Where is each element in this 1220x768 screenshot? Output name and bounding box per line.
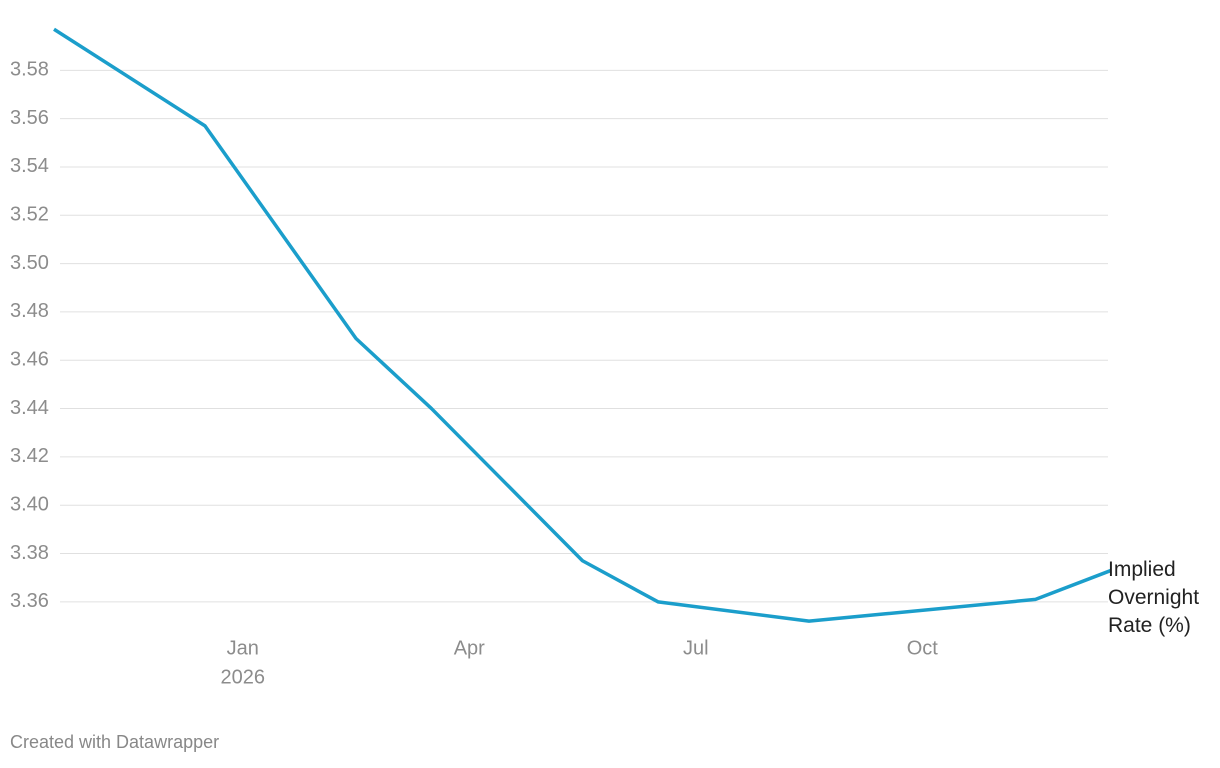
- y-tick-label: 3.38: [10, 542, 49, 564]
- footer: Created with Datawrapper: [10, 732, 220, 752]
- y-tick-label: 3.40: [10, 493, 49, 515]
- x-tick-year: 2026: [221, 666, 266, 688]
- x-tick-label: Jan: [227, 637, 259, 659]
- y-tick-label: 3.54: [10, 155, 49, 177]
- line: [53, 27, 1112, 623]
- x-tick-label: Apr: [454, 637, 485, 659]
- y-tick-label: 3.48: [10, 300, 49, 322]
- y-tick-label: 3.44: [10, 397, 49, 419]
- y-tick-label: 3.50: [10, 252, 49, 274]
- y-tick-label: 3.56: [10, 107, 49, 129]
- y-tick-label: 3.52: [10, 204, 49, 226]
- x-tick-label: Jul: [683, 637, 709, 659]
- x-tick-label: Oct: [907, 637, 939, 659]
- y-tick-label: 3.58: [10, 59, 49, 81]
- y-tick-label: 3.42: [10, 445, 49, 467]
- y-tick-label: 3.46: [10, 349, 49, 371]
- y-tick-label: 3.36: [10, 590, 49, 612]
- series-label: Implied Overnight Rate (%): [1108, 558, 1200, 637]
